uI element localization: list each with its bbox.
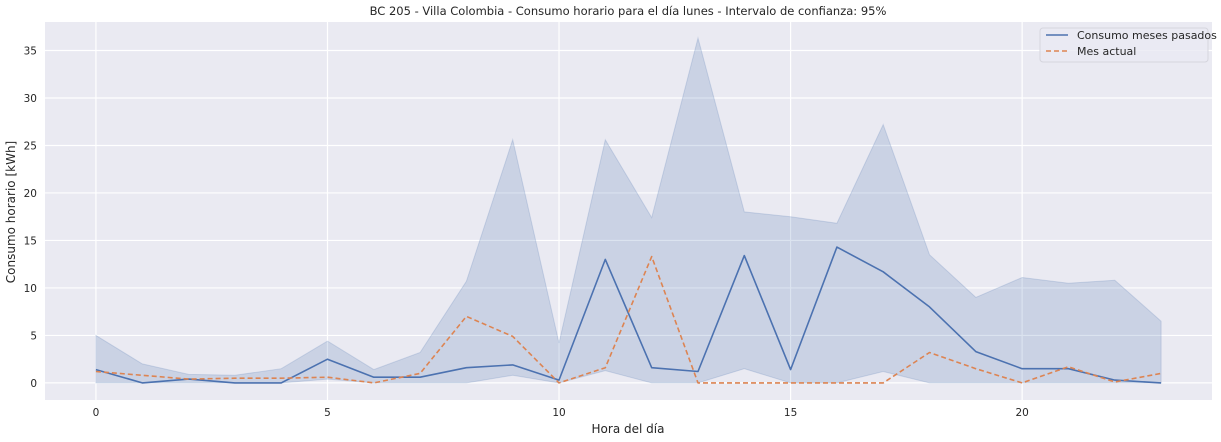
y-axis-label: Consumo horario [kWh] [4, 141, 18, 283]
legend-label-mes-actual: Mes actual [1077, 45, 1136, 58]
grid [45, 22, 1212, 400]
y-tick-label: 20 [24, 188, 37, 200]
y-tick-labels: 0 5 10 15 20 25 30 35 [24, 45, 37, 389]
x-tick-label: 0 [93, 407, 100, 419]
y-tick-label: 35 [24, 45, 37, 57]
series-line-consumo-meses-pasados [95, 246, 1162, 384]
x-tick-label: 5 [324, 407, 331, 419]
series-line-mes-actual [95, 255, 1162, 384]
y-tick-label: 25 [24, 140, 37, 152]
chart-title: BC 205 - Villa Colombia - Consumo horari… [370, 4, 887, 18]
plot-area [45, 22, 1212, 400]
y-tick-label: 0 [30, 378, 37, 390]
legend-label-consumo-meses-pasados: Consumo meses pasados [1077, 29, 1217, 42]
legend-box [1039, 27, 1209, 63]
y-tick-label: 15 [24, 235, 37, 247]
legend: Consumo meses pasados Mes actual [1039, 27, 1217, 63]
y-tick-label: 5 [30, 330, 37, 342]
y-tick-label: 10 [24, 283, 37, 295]
x-tick-label: 20 [1015, 407, 1028, 419]
x-tick-labels: 0 5 10 15 20 [93, 407, 1029, 419]
y-tick-label: 30 [24, 93, 37, 105]
x-tick-label: 15 [784, 407, 797, 419]
series-lines [95, 246, 1162, 384]
x-tick-label: 10 [552, 407, 565, 419]
x-axis-label: Hora del día [592, 422, 665, 436]
